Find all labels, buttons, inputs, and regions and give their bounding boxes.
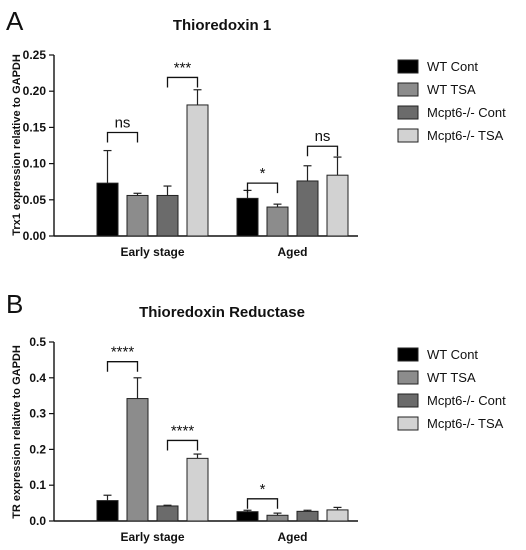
y-axis-label: TR expression relative to GAPDH: [11, 345, 23, 519]
significance-bracket: [166, 439, 199, 451]
legend-swatch: [397, 416, 419, 431]
legend-label: Mcpt6-/- TSA: [427, 128, 504, 143]
bar: [326, 509, 349, 522]
panel-b: B Thioredoxin Reductase TR expression re…: [6, 289, 506, 544]
y-tick-label: 0.00: [23, 229, 47, 243]
chart-title: Thioredoxin 1: [173, 17, 271, 34]
significance-label: ns: [115, 114, 131, 131]
legend-label: Mcpt6-/- Cont: [427, 105, 506, 120]
significance-bracket: [246, 182, 279, 194]
legend-label: WT Cont: [427, 347, 478, 362]
bar: [126, 194, 149, 237]
significance-label: ns: [315, 128, 331, 145]
bar: [266, 514, 289, 522]
legend-label: WT TSA: [427, 370, 476, 385]
y-axis-label: Trx1 expression relative to GAPDH: [11, 54, 23, 236]
bar: [326, 174, 349, 237]
x-tick-label: Early stage: [120, 530, 184, 544]
bar: [296, 180, 319, 237]
y-tick-label: 0.5: [29, 335, 46, 349]
legend: WT Cont WT TSA Mcpt6-/- Cont Mcpt6-/- TSA: [397, 59, 506, 143]
legend-label: Mcpt6-/- TSA: [427, 416, 504, 431]
y-tick-label: 0.10: [23, 157, 47, 171]
y-tick-label: 0.05: [23, 193, 47, 207]
significance-bracket: [306, 145, 339, 157]
significance-label: ***: [174, 59, 192, 76]
x-tick-label: Early stage: [120, 245, 184, 259]
bar: [96, 500, 119, 522]
bar: [186, 104, 209, 237]
y-tick-label: 0.15: [23, 120, 47, 134]
significance-label: ****: [111, 344, 135, 361]
bar: [236, 511, 259, 522]
legend-swatch: [397, 59, 419, 74]
legend-swatch: [397, 393, 419, 408]
bar: [296, 510, 319, 522]
chart-title: Thioredoxin Reductase: [139, 304, 305, 321]
bar: [126, 398, 149, 522]
significance-label: ****: [171, 422, 195, 439]
y-tick-label: 0.2: [29, 442, 46, 456]
significance-bracket: [166, 76, 199, 88]
significance-bracket: [246, 498, 279, 509]
y-tick-label: 0.20: [23, 84, 47, 98]
significance-bracket: [106, 131, 139, 143]
plot-area: 0.00 0.05 0.10 0.15 0.20 0.25 Early stage Aged n…: [23, 48, 358, 259]
legend-swatch: [397, 128, 419, 143]
bar: [236, 197, 259, 237]
panel-letter: B: [6, 289, 23, 319]
x-tick-label: Aged: [278, 530, 308, 544]
legend-swatch: [397, 347, 419, 362]
legend-label: Mcpt6-/- Cont: [427, 393, 506, 408]
x-tick-label: Aged: [278, 245, 308, 259]
legend-swatch: [397, 370, 419, 385]
bar: [96, 182, 119, 237]
legend-swatch: [397, 82, 419, 97]
legend-swatch: [397, 105, 419, 120]
bar: [186, 457, 209, 522]
y-tick-label: 0.1: [29, 478, 46, 492]
panel-a: A Thioredoxin 1 Trx1 expression relative…: [6, 6, 506, 259]
significance-label: *: [260, 481, 266, 498]
y-tick-label: 0.4: [29, 371, 46, 385]
y-tick-label: 0.25: [23, 48, 47, 62]
significance-bracket: [106, 361, 139, 372]
legend-label: WT TSA: [427, 82, 476, 97]
panel-letter: A: [6, 6, 24, 36]
y-tick-label: 0.0: [29, 514, 46, 528]
legend-label: WT Cont: [427, 59, 478, 74]
bar: [156, 194, 179, 237]
bar: [266, 206, 289, 237]
bar: [156, 505, 179, 522]
y-tick-label: 0.3: [29, 407, 46, 421]
significance-label: *: [260, 165, 266, 182]
legend: WT Cont WT TSA Mcpt6-/- Cont Mcpt6-/- TSA: [397, 347, 506, 431]
